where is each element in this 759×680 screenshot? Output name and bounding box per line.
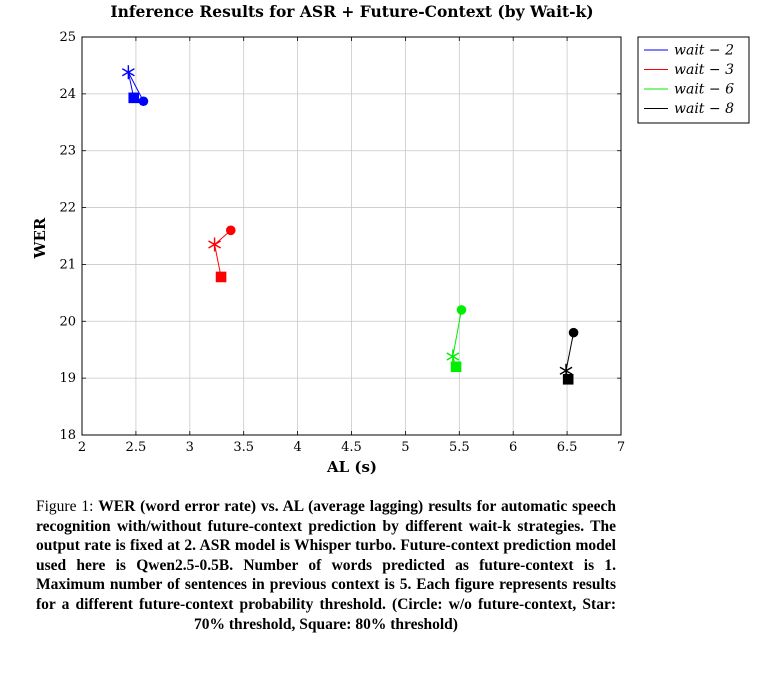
x-tick-label: 5.5 [449, 440, 470, 455]
series-group [121, 65, 579, 385]
x-tick-label: 3.5 [233, 440, 254, 455]
legend-item: wait − 3 [644, 62, 734, 78]
y-tick-label: 20 [59, 314, 76, 329]
legend-label: wait − 2 [674, 43, 734, 59]
legend: wait − 2 wait − 3 wait − 6 wait − 8 [637, 36, 750, 124]
x-tick-label: 2.5 [126, 440, 147, 455]
caption-label: Figure 1: [36, 498, 94, 515]
chart-title: Inference Results for ASR + Future-Conte… [110, 2, 593, 21]
series-3 [446, 305, 467, 373]
legend-item: wait − 8 [644, 101, 734, 117]
x-tick-label: 5 [401, 440, 409, 455]
y-tick-label: 21 [59, 257, 76, 272]
series-4 [559, 327, 579, 385]
legend-item: wait − 2 [644, 43, 734, 59]
data-point-star [446, 349, 460, 364]
y-tick-label: 18 [59, 428, 76, 443]
data-point-square [128, 92, 140, 104]
x-axis-label: AL (s) [326, 458, 377, 476]
data-point-star [208, 237, 222, 252]
data-point-circle [225, 225, 236, 236]
chart: Inference Results for ASR + Future-Conte… [31, 2, 750, 476]
legend-label: wait − 6 [674, 82, 734, 98]
series-2 [208, 225, 236, 283]
data-point-star [121, 65, 135, 80]
tick-labels: 2 2.5 3 3.5 4 4.5 5 5.5 6 6.5 7 18 19 20 21 22 23 24 25 [59, 30, 625, 455]
legend-item: wait − 6 [644, 82, 734, 98]
x-tick-label: 6.5 [557, 440, 578, 455]
axes [81, 36, 622, 436]
y-axis-label: WER [31, 217, 49, 259]
legend-label: wait − 3 [674, 62, 734, 78]
y-tick-label: 25 [59, 30, 76, 45]
y-tick-label: 24 [59, 87, 76, 102]
legend-label: wait − 8 [674, 101, 734, 117]
y-tick-label: 19 [59, 371, 76, 386]
series-1 [121, 65, 149, 107]
y-tick-label: 23 [59, 144, 76, 159]
caption-text: WER (word error rate) vs. AL (average la… [36, 498, 617, 633]
x-tick-label: 7 [617, 440, 625, 455]
x-tick-label: 4 [293, 440, 301, 455]
series-line [214, 229, 232, 278]
x-tick-label: 2 [78, 440, 86, 455]
data-point-square [215, 271, 227, 283]
data-point-circle [138, 96, 149, 107]
x-tick-label: 6 [509, 440, 517, 455]
x-tick-label: 3 [186, 440, 194, 455]
plot-frame [81, 36, 622, 436]
data-point-circle [456, 305, 467, 315]
grid [81, 36, 622, 436]
data-point-circle [568, 327, 579, 338]
y-tick-label: 22 [59, 201, 76, 216]
figure-caption: Figure 1: WER (word error rate) vs. AL (… [36, 497, 616, 634]
x-tick-label: 4.5 [341, 440, 362, 455]
data-point-square [562, 373, 574, 385]
data-point-square [450, 361, 462, 373]
